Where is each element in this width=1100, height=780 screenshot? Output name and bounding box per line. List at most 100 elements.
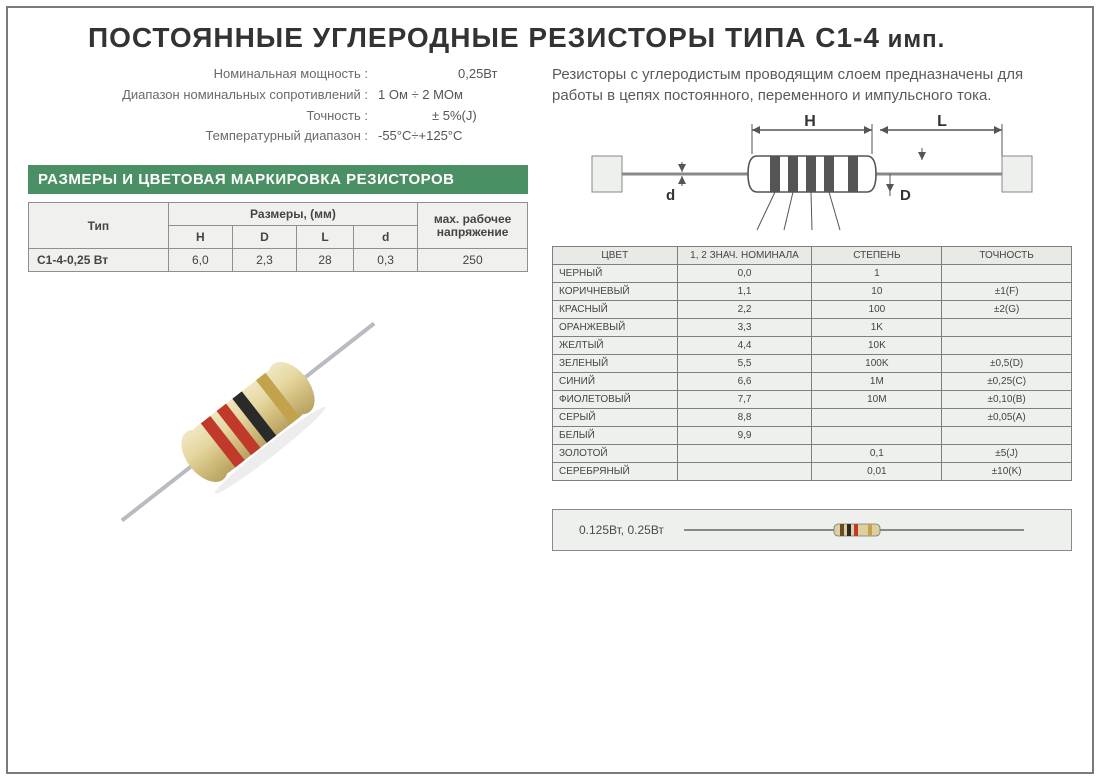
table-cell: 10K <box>812 337 942 355</box>
cc-th: СТЕПЕНЬ <box>812 247 942 265</box>
spec-label: Точность : <box>98 106 368 127</box>
table-cell: ФИОЛЕТОВЫЙ <box>553 391 678 409</box>
table-row: ЗЕЛЕНЫЙ5,5100K±0,5(D) <box>553 355 1072 373</box>
color-code-table: ЦВЕТ 1, 2 ЗНАЧ. НОМИНАЛА СТЕПЕНЬ ТОЧНОСТ… <box>552 246 1072 481</box>
table-cell <box>812 427 942 445</box>
table-cell: ±0,5(D) <box>942 355 1072 373</box>
table-row: ЖЕЛТЫЙ4,410K <box>553 337 1072 355</box>
th-sizes: Размеры, (мм) <box>168 203 418 226</box>
table-row: ФИОЛЕТОВЫЙ7,710M±0,10(B) <box>553 391 1072 409</box>
table-cell: ЗОЛОТОЙ <box>553 445 678 463</box>
table-cell: ЗЕЛЕНЫЙ <box>553 355 678 373</box>
table-cell: 2,2 <box>677 301 812 319</box>
spec-value: 0,25Вт <box>368 64 528 85</box>
table-cell <box>942 319 1072 337</box>
spec-label: Номинальная мощность : <box>98 64 368 85</box>
small-res-label: 0.125Вт, 0.25Вт <box>563 523 664 537</box>
table-cell: 1M <box>812 373 942 391</box>
table-cell: 7,7 <box>677 391 812 409</box>
small-resistor-graphic <box>684 522 1024 538</box>
table-cell: 4,4 <box>677 337 812 355</box>
td-type: С1-4-0,25 Вт <box>29 249 169 272</box>
table-cell: 0,0 <box>677 265 812 283</box>
th-max: мах. рабочее напряжение <box>418 203 528 249</box>
table-row: БЕЛЫЙ9,9 <box>553 427 1072 445</box>
table-cell: 100 <box>812 301 942 319</box>
cc-th: 1, 2 ЗНАЧ. НОМИНАЛА <box>677 247 812 265</box>
table-cell: ±0,10(B) <box>942 391 1072 409</box>
table-cell: ±10(K) <box>942 463 1072 481</box>
table-cell: СИНИЙ <box>553 373 678 391</box>
section-header: РАЗМЕРЫ И ЦВЕТОВАЯ МАРКИРОВКА РЕЗИСТОРОВ <box>28 165 528 194</box>
table-cell: 6,6 <box>677 373 812 391</box>
cc-th: ТОЧНОСТЬ <box>942 247 1072 265</box>
th-col: D <box>232 226 296 249</box>
table-row: СЕРЕБРЯНЫЙ 0,01±10(K) <box>553 463 1072 481</box>
th-type: Тип <box>29 203 169 249</box>
table-cell: ±2(G) <box>942 301 1072 319</box>
table-cell: 10 <box>812 283 942 301</box>
td-val: 28 <box>297 249 354 272</box>
td-val: 6,0 <box>168 249 232 272</box>
table-row: ЗОЛОТОЙ 0,1±5(J) <box>553 445 1072 463</box>
table-cell: ±0,05(A) <box>942 409 1072 427</box>
table-cell <box>942 427 1072 445</box>
table-row: СИНИЙ6,61M±0,25(C) <box>553 373 1072 391</box>
table-cell: 3,3 <box>677 319 812 337</box>
title-suffix: имп. <box>880 26 945 53</box>
svg-text:L: L <box>937 113 947 130</box>
two-column-layout: Номинальная мощность :0,25Вт Диапазон но… <box>28 64 1072 551</box>
spec-value: ± 5%(J) <box>368 106 528 127</box>
td-val: 0,3 <box>354 249 418 272</box>
table-cell: ±0,25(C) <box>942 373 1072 391</box>
table-cell: КРАСНЫЙ <box>553 301 678 319</box>
page-title: ПОСТОЯННЫЕ УГЛЕРОДНЫЕ РЕЗИСТОРЫ ТИПА С1-… <box>28 22 1072 54</box>
table-row: ЧЕРНЫЙ0,01 <box>553 265 1072 283</box>
table-row: СЕРЫЙ8,8 ±0,05(A) <box>553 409 1072 427</box>
table-cell: ±5(J) <box>942 445 1072 463</box>
table-cell <box>812 409 942 427</box>
spec-value: -55°C÷+125°C <box>368 126 528 147</box>
table-cell: 1,1 <box>677 283 812 301</box>
left-column: Номинальная мощность :0,25Вт Диапазон но… <box>28 64 528 551</box>
svg-text:d: d <box>666 187 675 204</box>
table-cell: 9,9 <box>677 427 812 445</box>
th-col: H <box>168 226 232 249</box>
table-cell: ЧЕРНЫЙ <box>553 265 678 283</box>
dim-H: H <box>804 113 816 130</box>
table-cell: 10M <box>812 391 942 409</box>
description-text: Резисторы с углеродистым проводящим слое… <box>552 64 1072 106</box>
th-col: d <box>354 226 418 249</box>
table-cell: ±1(F) <box>942 283 1072 301</box>
table-cell: СЕРЫЙ <box>553 409 678 427</box>
datasheet-page: ПОСТОЯННЫЕ УГЛЕРОДНЫЕ РЕЗИСТОРЫ ТИПА С1-… <box>6 6 1094 774</box>
resistor-photo <box>78 302 418 542</box>
spec-value: 1 Ом ÷ 2 МОм <box>368 85 528 106</box>
table-cell: 100K <box>812 355 942 373</box>
table-cell: БЕЛЫЙ <box>553 427 678 445</box>
th-col: L <box>297 226 354 249</box>
td-val: 2,3 <box>232 249 296 272</box>
spec-list: Номинальная мощность :0,25Вт Диапазон но… <box>28 64 528 147</box>
table-cell: 1K <box>812 319 942 337</box>
table-cell: ЖЕЛТЫЙ <box>553 337 678 355</box>
table-cell: ОРАНЖЕВЫЙ <box>553 319 678 337</box>
small-resistor-box: 0.125Вт, 0.25Вт <box>552 509 1072 551</box>
dimensions-table: Тип Размеры, (мм) мах. рабочее напряжени… <box>28 202 528 272</box>
table-cell: 0,01 <box>812 463 942 481</box>
table-row: КОРИЧНЕВЫЙ1,110±1(F) <box>553 283 1072 301</box>
table-cell: КОРИЧНЕВЫЙ <box>553 283 678 301</box>
table-cell: 8,8 <box>677 409 812 427</box>
table-row: ОРАНЖЕВЫЙ3,31K <box>553 319 1072 337</box>
td-max: 250 <box>418 249 528 272</box>
table-cell <box>677 463 812 481</box>
right-column: Резисторы с углеродистым проводящим слое… <box>552 64 1072 551</box>
table-cell: 1 <box>812 265 942 283</box>
title-main: ПОСТОЯННЫЕ УГЛЕРОДНЫЕ РЕЗИСТОРЫ ТИПА С1-… <box>88 22 880 53</box>
table-cell <box>942 265 1072 283</box>
dimension-diagram: H L <box>552 112 1072 242</box>
table-cell: 5,5 <box>677 355 812 373</box>
cc-th: ЦВЕТ <box>553 247 678 265</box>
table-cell: СЕРЕБРЯНЫЙ <box>553 463 678 481</box>
table-cell: 0,1 <box>812 445 942 463</box>
